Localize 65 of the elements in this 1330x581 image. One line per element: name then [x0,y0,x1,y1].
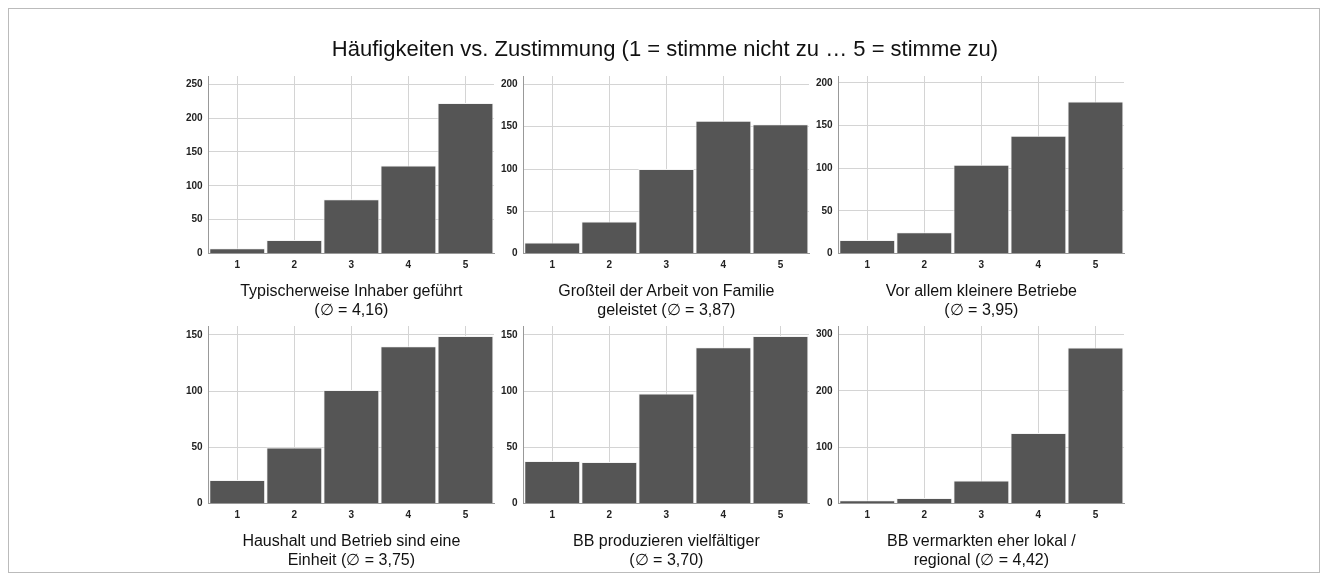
x-axis-title: Großteil der Arbeit von Familie geleistet (∅ = 3,87) [558,281,775,318]
x-tick-label: 3 [663,509,670,521]
y-tick-label: 50 [506,205,519,217]
x-tick-label: 1 [549,509,556,521]
x-tick-label: 2 [921,259,928,271]
x-tick-label: 4 [720,259,727,271]
y-tick-label: 100 [186,179,204,191]
y-tick-label: 0 [197,247,204,259]
y-tick-label: 50 [191,213,204,225]
x-tick-label: 5 [777,509,784,521]
x-tick-label: 3 [348,509,355,521]
x-axis-title: BB produzieren vielfältiger (∅ = 3,70) [572,531,761,568]
y-tick-label: 50 [821,204,834,216]
y-tick-label: 50 [506,441,519,453]
x-tick-label: 5 [462,259,469,271]
x-axis-title: Vor allem kleinere Betriebe (∅ = 3,95) [885,281,1078,318]
y-tick-label: 150 [501,328,519,340]
y-tick-label: 300 [816,328,834,340]
x-tick-label: 3 [348,259,355,271]
x-tick-label: 4 [1035,259,1042,271]
x-tick-label: 5 [462,509,469,521]
y-tick-label: 100 [816,440,834,452]
y-tick-label: 100 [501,384,519,396]
x-tick-label: 3 [978,259,985,271]
y-tick-label: 0 [197,497,204,509]
x-axis-title: Haushalt und Betrieb sind eine Einheit (∅ = 3,75) [242,531,461,568]
text: Häufigkeiten vs. Zustimmung (1 = stimme nicht zu … 5 = stimme zu) [330,36,1000,62]
x-tick-label: 5 [1092,509,1099,521]
y-tick-label: 200 [186,111,204,123]
x-tick-label: 2 [606,509,613,521]
x-tick-label: 4 [405,259,412,271]
x-tick-label: 3 [663,259,670,271]
x-tick-label: 1 [234,259,241,271]
x-tick-label: 3 [978,509,985,521]
y-tick-label: 0 [827,247,834,259]
y-tick-label: 100 [816,161,834,173]
y-tick-label: 200 [501,78,519,90]
x-tick-label: 2 [291,259,298,271]
x-tick-label: 1 [234,509,241,521]
y-tick-label: 150 [816,119,834,131]
y-tick-label: 0 [512,497,519,509]
x-tick-label: 2 [606,259,613,271]
x-axis-title: BB vermarkten eher lokal / regional (∅ = 4,42) [887,531,1077,568]
x-tick-label: 1 [549,259,556,271]
x-tick-label: 4 [720,509,727,521]
x-tick-label: 1 [864,509,871,521]
y-tick-label: 200 [816,384,834,396]
y-tick-label: 0 [827,497,834,509]
y-tick-label: 100 [186,384,204,396]
x-tick-label: 2 [291,509,298,521]
y-tick-label: 200 [816,76,834,88]
x-tick-label: 1 [864,259,871,271]
y-tick-label: 100 [501,162,519,174]
y-tick-label: 150 [186,145,204,157]
y-tick-label: 150 [186,328,204,340]
x-tick-label: 4 [1035,509,1042,521]
y-tick-label: 50 [191,441,204,453]
y-tick-label: 0 [512,247,519,259]
y-tick-label: 150 [501,120,519,132]
x-axis-title: Typischerweise Inhaber geführt (∅ = 4,16) [240,281,464,318]
x-tick-label: 4 [405,509,412,521]
y-tick-label: 250 [186,77,204,89]
x-tick-label: 5 [1092,259,1099,271]
x-tick-label: 5 [777,259,784,271]
x-tick-label: 2 [921,509,928,521]
